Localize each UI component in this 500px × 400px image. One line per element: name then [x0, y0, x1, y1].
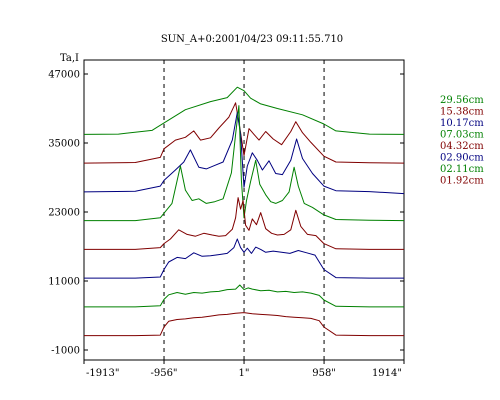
x-tick-label-1: -956" — [150, 368, 177, 379]
legend-entry-7: 01.92cm — [440, 176, 484, 187]
series-line-29.56cm — [83, 86, 405, 135]
legend-entry-5: 02.90cm — [440, 153, 484, 164]
x-axis: -1913" -956" 1" 958" 1914" — [83, 360, 405, 379]
y-axis-label: Ta,I — [60, 53, 79, 64]
legend-entry-6: 02.11cm — [440, 164, 484, 175]
y-tick-label-4: 47000 — [48, 70, 80, 81]
y-tick-label-1: 11000 — [48, 277, 80, 288]
y-axis: -1000 11000 23000 35000 47000 — [48, 70, 404, 357]
legend-entry-2: 10.17cm — [440, 118, 484, 129]
x-tick-label-4: 1914" — [372, 368, 402, 379]
series-line-01.92cm — [84, 312, 404, 337]
series-line-02.90cm — [84, 238, 404, 279]
series-line-15.38cm — [83, 102, 405, 164]
y-tick-label-2: 23000 — [48, 208, 80, 219]
x-tick-label-0: -1913" — [86, 368, 119, 379]
chart-title: SUN_A+0:2001/04/23 09:11:55.710 — [161, 34, 343, 45]
y-tick-label-0: -1000 — [51, 346, 80, 357]
series-line-07.03cm — [84, 105, 405, 222]
x-tick-label-3: 958" — [312, 368, 336, 379]
legend-entry-4: 04.32cm — [440, 141, 484, 152]
legend-entry-3: 07.03cm — [440, 130, 484, 141]
series-line-04.32cm — [84, 197, 404, 250]
series-line-10.17cm — [83, 112, 405, 195]
legend-entry-1: 15.38cm — [440, 107, 484, 118]
x-tick-label-2: 1" — [239, 368, 250, 379]
y-tick-label-3: 35000 — [48, 139, 80, 150]
vertical-markers — [163, 60, 325, 360]
legend-entry-0: 29.56cm — [440, 95, 484, 106]
series-line-02.11cm — [84, 284, 404, 308]
series-lines — [83, 86, 405, 337]
legend: 29.56cm15.38cm10.17cm07.03cm04.32cm02.90… — [440, 95, 484, 187]
